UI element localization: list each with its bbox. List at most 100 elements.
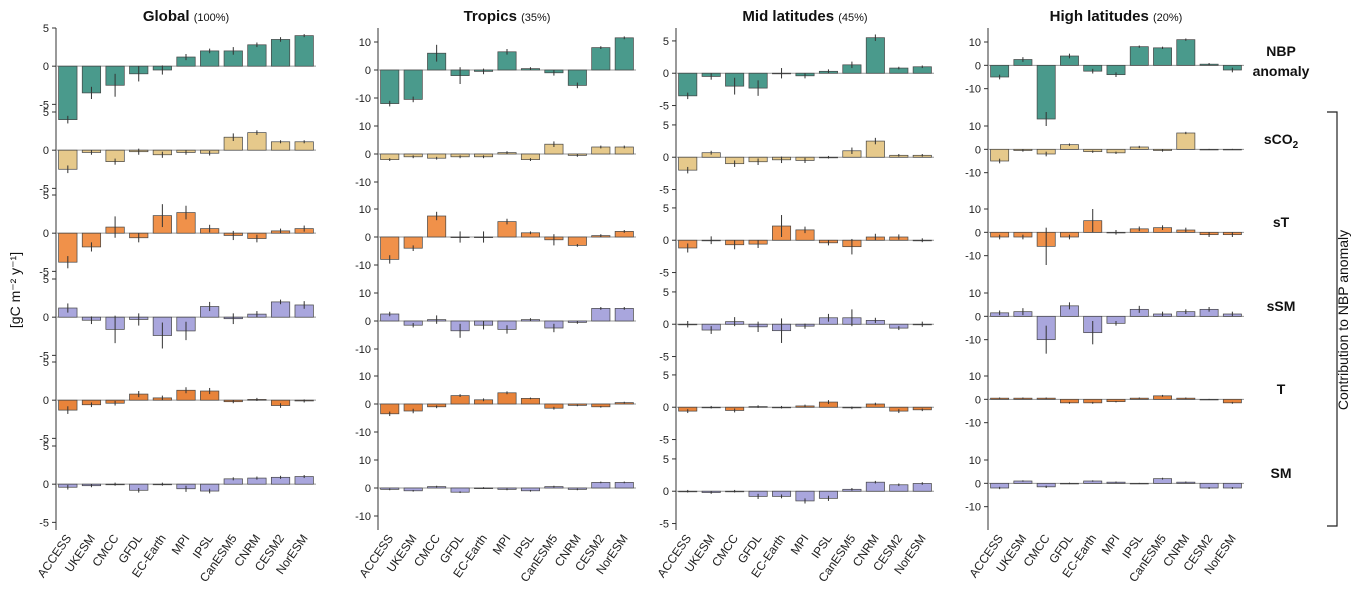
bar-ssm-NorESM xyxy=(614,308,634,322)
y-axis-label: [gC m⁻² y⁻¹] xyxy=(7,252,23,328)
y-tick-label: 5 xyxy=(663,203,669,215)
y-tick-label: 5 xyxy=(43,274,49,286)
bar-sco2-CNRM xyxy=(1176,132,1196,150)
y-tick-label: 0 xyxy=(43,395,49,407)
y-tick-label: 5 xyxy=(43,23,49,35)
bar-sco2-CNRM xyxy=(247,132,267,151)
y-tick-label: -5 xyxy=(39,99,49,111)
bar-nbp-ACCESS xyxy=(678,72,698,97)
subplot-sm: -10 0 10 xyxy=(965,446,1244,530)
row-label-t: T xyxy=(1277,381,1286,397)
y-tick-label: -5 xyxy=(659,185,669,197)
panel-title-text: High latitudes xyxy=(1050,8,1153,25)
y-tick-label: -10 xyxy=(355,427,371,439)
y-tick-label: 10 xyxy=(969,455,981,467)
subplot-st: -5 0 5 xyxy=(659,195,934,280)
y-tick-label: 0 xyxy=(365,483,371,495)
row-label-sco2: sCO2 xyxy=(1264,131,1299,151)
y-tick-label: -5 xyxy=(39,183,49,195)
bar-nbp-IPSL xyxy=(1129,46,1149,66)
y-tick-label: -5 xyxy=(39,350,49,362)
y-tick-label: -5 xyxy=(659,435,669,447)
subplot-t: -5 0 5 xyxy=(659,362,934,447)
bar-nbp-NorESM xyxy=(614,37,634,71)
y-tick-label: 0 xyxy=(43,228,49,240)
y-tick-label: 0 xyxy=(365,65,371,77)
subplot-ssm: -5 0 5 xyxy=(659,279,934,364)
y-tick-label: 0 xyxy=(975,478,981,490)
y-tick-label: 0 xyxy=(43,312,49,324)
y-tick-label: -10 xyxy=(965,84,981,96)
panel-title: Tropics (35%) xyxy=(464,8,551,25)
y-tick-label: 5 xyxy=(663,36,669,48)
bar-sm-CNRM xyxy=(865,481,885,492)
y-tick-label: 0 xyxy=(663,152,669,164)
y-tick-label: 0 xyxy=(43,61,49,73)
y-tick-label: -10 xyxy=(355,177,371,189)
subplot-ssm: -10 0 10 xyxy=(355,279,636,363)
panel-2: Mid latitudes (45%)-505-505-505-505-505-… xyxy=(654,8,934,585)
panel-1: Tropics (35%)-10010-10010-10010-10010-10… xyxy=(355,8,636,585)
row-label-st: sT xyxy=(1273,214,1290,230)
panel-title-text: Tropics xyxy=(464,8,522,25)
subplot-sco2: -5 0 5 xyxy=(39,107,316,196)
y-tick-label: 10 xyxy=(359,121,371,133)
y-tick-label: 0 xyxy=(43,479,49,491)
y-tick-label: 0 xyxy=(975,227,981,239)
y-tick-label: -10 xyxy=(355,260,371,272)
y-tick-label: -10 xyxy=(965,251,981,263)
subplot-nbp: -5 0 5 xyxy=(39,23,316,124)
row-label-nbp: NBP anomaly xyxy=(1253,43,1310,79)
y-tick-label: 10 xyxy=(969,288,981,300)
subplot-ssm: -10 0 10 xyxy=(965,279,1244,363)
y-tick-label: 5 xyxy=(43,190,49,202)
row-label-sm: SM xyxy=(1271,465,1292,481)
subplot-nbp: -10 0 10 xyxy=(965,28,1244,126)
y-tick-label: -10 xyxy=(965,418,981,430)
bar-nbp-CESM2 xyxy=(591,47,611,71)
panel-0: Global (100%)-505-505-505-505-505-505ACC… xyxy=(34,8,316,585)
y-tick-label: 5 xyxy=(43,107,49,119)
subplot-t: -10 0 10 xyxy=(355,362,636,446)
bar-nbp-ACCESS xyxy=(380,69,400,104)
bar-ssm-CESM2 xyxy=(591,308,611,322)
y-tick-label: 0 xyxy=(663,486,669,498)
y-tick-label: 5 xyxy=(43,441,49,453)
bar-nbp-CanESM5 xyxy=(1153,47,1172,66)
contribution-bracket xyxy=(1327,111,1338,527)
y-tick-label: -5 xyxy=(659,352,669,364)
y-tick-label: 0 xyxy=(43,145,49,157)
panel-title-note: (35%) xyxy=(521,12,550,24)
subplot-st: -10 0 10 xyxy=(355,195,636,279)
subplot-nbp: -5 0 5 xyxy=(659,28,934,113)
subplot-sm: -5 0 5 xyxy=(659,446,934,531)
bar-nbp-CNRM xyxy=(247,44,267,67)
bar-nbp-CNRM xyxy=(865,37,885,74)
y-tick-label: 10 xyxy=(969,204,981,216)
y-tick-label: 10 xyxy=(359,288,371,300)
x-category-label: CMCC xyxy=(89,531,121,569)
panel-title-note: (100%) xyxy=(194,12,229,24)
y-tick-label: 0 xyxy=(663,235,669,247)
y-tick-label: 0 xyxy=(663,402,669,414)
panel-title-note: (45%) xyxy=(838,12,867,24)
y-tick-label: -10 xyxy=(965,502,981,514)
panel-3: High latitudes (20%)-10010-10010-10010-1… xyxy=(965,8,1244,585)
y-tick-label: 5 xyxy=(663,287,669,299)
panel-title: Global (100%) xyxy=(143,8,229,25)
y-tick-label: 10 xyxy=(359,204,371,216)
bar-nbp-ACCESS xyxy=(58,65,78,120)
y-tick-label: -10 xyxy=(965,168,981,180)
y-tick-label: -5 xyxy=(39,517,49,529)
subplot-nbp: -10 0 10 xyxy=(355,28,636,112)
y-tick-label: 10 xyxy=(969,371,981,383)
y-tick-label: -10 xyxy=(355,93,371,105)
y-tick-label: 0 xyxy=(975,60,981,72)
y-tick-label: -5 xyxy=(659,268,669,280)
y-tick-label: 0 xyxy=(365,149,371,161)
y-tick-label: -5 xyxy=(39,266,49,278)
y-tick-label: 10 xyxy=(969,121,981,133)
bar-t-MPI xyxy=(497,392,517,405)
subplot-sco2: -5 0 5 xyxy=(659,112,934,197)
